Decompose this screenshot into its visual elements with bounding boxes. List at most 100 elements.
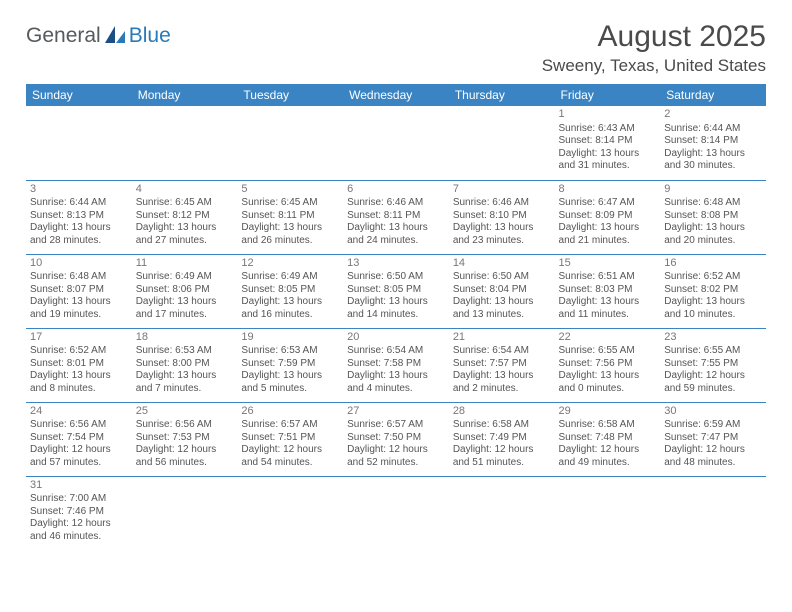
sunset-line: Sunset: 8:13 PM	[30, 210, 128, 223]
daylight-line: Daylight: 13 hours and 19 minutes.	[30, 296, 128, 321]
calendar-cell	[343, 106, 449, 180]
day-number: 13	[347, 257, 445, 271]
sunset-line: Sunset: 8:12 PM	[136, 210, 234, 223]
day-number: 9	[664, 183, 762, 197]
sunset-line: Sunset: 7:49 PM	[453, 432, 551, 445]
daylight-line: Daylight: 12 hours and 48 minutes.	[664, 444, 762, 469]
sunrise-line: Sunrise: 6:51 AM	[559, 271, 657, 284]
sunset-line: Sunset: 7:50 PM	[347, 432, 445, 445]
sunset-line: Sunset: 8:11 PM	[241, 210, 339, 223]
day-number: 5	[241, 183, 339, 197]
daylight-line: Daylight: 13 hours and 27 minutes.	[136, 222, 234, 247]
sunset-line: Sunset: 8:09 PM	[559, 210, 657, 223]
sunrise-line: Sunrise: 6:56 AM	[30, 419, 128, 432]
day-number: 30	[664, 405, 762, 419]
sunset-line: Sunset: 8:14 PM	[664, 135, 762, 148]
calendar-cell	[343, 476, 449, 550]
sunset-line: Sunset: 8:02 PM	[664, 284, 762, 297]
day-number: 27	[347, 405, 445, 419]
day-number: 8	[559, 183, 657, 197]
weekday-header: Thursday	[449, 84, 555, 106]
calendar-cell: 30Sunrise: 6:59 AMSunset: 7:47 PMDayligh…	[660, 402, 766, 476]
day-number: 3	[30, 183, 128, 197]
calendar-cell: 18Sunrise: 6:53 AMSunset: 8:00 PMDayligh…	[132, 328, 238, 402]
sunrise-line: Sunrise: 6:48 AM	[30, 271, 128, 284]
calendar-cell: 7Sunrise: 6:46 AMSunset: 8:10 PMDaylight…	[449, 180, 555, 254]
page-title: August 2025	[542, 20, 766, 54]
calendar-cell	[132, 106, 238, 180]
daylight-line: Daylight: 12 hours and 54 minutes.	[241, 444, 339, 469]
daylight-line: Daylight: 12 hours and 56 minutes.	[136, 444, 234, 469]
daylight-line: Daylight: 12 hours and 51 minutes.	[453, 444, 551, 469]
calendar-cell: 28Sunrise: 6:58 AMSunset: 7:49 PMDayligh…	[449, 402, 555, 476]
daylight-line: Daylight: 12 hours and 46 minutes.	[30, 518, 128, 543]
sunrise-line: Sunrise: 7:00 AM	[30, 493, 128, 506]
weekday-header: Sunday	[26, 84, 132, 106]
daylight-line: Daylight: 13 hours and 2 minutes.	[453, 370, 551, 395]
calendar-table: SundayMondayTuesdayWednesdayThursdayFrid…	[26, 84, 766, 550]
calendar-cell	[237, 106, 343, 180]
sunrise-line: Sunrise: 6:55 AM	[664, 345, 762, 358]
logo-text-blue: Blue	[129, 24, 171, 48]
calendar-cell: 21Sunrise: 6:54 AMSunset: 7:57 PMDayligh…	[449, 328, 555, 402]
logo-text-general: General	[26, 24, 101, 48]
calendar-cell: 2Sunrise: 6:44 AMSunset: 8:14 PMDaylight…	[660, 106, 766, 180]
calendar-cell: 23Sunrise: 6:55 AMSunset: 7:55 PMDayligh…	[660, 328, 766, 402]
daylight-line: Daylight: 13 hours and 24 minutes.	[347, 222, 445, 247]
sunrise-line: Sunrise: 6:52 AM	[30, 345, 128, 358]
day-number: 20	[347, 331, 445, 345]
sunrise-line: Sunrise: 6:57 AM	[241, 419, 339, 432]
calendar-cell	[132, 476, 238, 550]
logo-sail-icon	[105, 26, 127, 49]
calendar-cell: 13Sunrise: 6:50 AMSunset: 8:05 PMDayligh…	[343, 254, 449, 328]
calendar-row: 31Sunrise: 7:00 AMSunset: 7:46 PMDayligh…	[26, 476, 766, 550]
calendar-row: 1Sunrise: 6:43 AMSunset: 8:14 PMDaylight…	[26, 106, 766, 180]
calendar-body: 1Sunrise: 6:43 AMSunset: 8:14 PMDaylight…	[26, 106, 766, 550]
calendar-cell: 8Sunrise: 6:47 AMSunset: 8:09 PMDaylight…	[555, 180, 661, 254]
sunrise-line: Sunrise: 6:49 AM	[136, 271, 234, 284]
calendar-cell: 12Sunrise: 6:49 AMSunset: 8:05 PMDayligh…	[237, 254, 343, 328]
daylight-line: Daylight: 13 hours and 7 minutes.	[136, 370, 234, 395]
day-number: 25	[136, 405, 234, 419]
sunset-line: Sunset: 7:47 PM	[664, 432, 762, 445]
calendar-row: 24Sunrise: 6:56 AMSunset: 7:54 PMDayligh…	[26, 402, 766, 476]
sunset-line: Sunset: 8:01 PM	[30, 358, 128, 371]
sunset-line: Sunset: 7:53 PM	[136, 432, 234, 445]
title-block: August 2025 Sweeny, Texas, United States	[542, 20, 766, 76]
day-number: 28	[453, 405, 551, 419]
calendar-cell: 9Sunrise: 6:48 AMSunset: 8:08 PMDaylight…	[660, 180, 766, 254]
sunset-line: Sunset: 8:14 PM	[559, 135, 657, 148]
calendar-cell: 3Sunrise: 6:44 AMSunset: 8:13 PMDaylight…	[26, 180, 132, 254]
day-number: 4	[136, 183, 234, 197]
day-number: 29	[559, 405, 657, 419]
weekday-header: Wednesday	[343, 84, 449, 106]
sunset-line: Sunset: 8:07 PM	[30, 284, 128, 297]
daylight-line: Daylight: 13 hours and 30 minutes.	[664, 148, 762, 173]
sunset-line: Sunset: 8:11 PM	[347, 210, 445, 223]
daylight-line: Daylight: 13 hours and 21 minutes.	[559, 222, 657, 247]
sunrise-line: Sunrise: 6:43 AM	[559, 123, 657, 136]
calendar-cell: 25Sunrise: 6:56 AMSunset: 7:53 PMDayligh…	[132, 402, 238, 476]
sunrise-line: Sunrise: 6:50 AM	[453, 271, 551, 284]
calendar-row: 10Sunrise: 6:48 AMSunset: 8:07 PMDayligh…	[26, 254, 766, 328]
sunrise-line: Sunrise: 6:56 AM	[136, 419, 234, 432]
day-number: 18	[136, 331, 234, 345]
sunrise-line: Sunrise: 6:55 AM	[559, 345, 657, 358]
sunset-line: Sunset: 7:55 PM	[664, 358, 762, 371]
calendar-cell: 4Sunrise: 6:45 AMSunset: 8:12 PMDaylight…	[132, 180, 238, 254]
daylight-line: Daylight: 12 hours and 59 minutes.	[664, 370, 762, 395]
daylight-line: Daylight: 13 hours and 5 minutes.	[241, 370, 339, 395]
weekday-header: Friday	[555, 84, 661, 106]
sunrise-line: Sunrise: 6:45 AM	[241, 197, 339, 210]
location-subtitle: Sweeny, Texas, United States	[542, 56, 766, 76]
calendar-cell	[555, 476, 661, 550]
calendar-cell: 26Sunrise: 6:57 AMSunset: 7:51 PMDayligh…	[237, 402, 343, 476]
sunset-line: Sunset: 7:56 PM	[559, 358, 657, 371]
sunset-line: Sunset: 7:54 PM	[30, 432, 128, 445]
day-number: 10	[30, 257, 128, 271]
sunrise-line: Sunrise: 6:53 AM	[241, 345, 339, 358]
day-number: 22	[559, 331, 657, 345]
calendar-cell	[237, 476, 343, 550]
calendar-cell: 6Sunrise: 6:46 AMSunset: 8:11 PMDaylight…	[343, 180, 449, 254]
daylight-line: Daylight: 13 hours and 4 minutes.	[347, 370, 445, 395]
